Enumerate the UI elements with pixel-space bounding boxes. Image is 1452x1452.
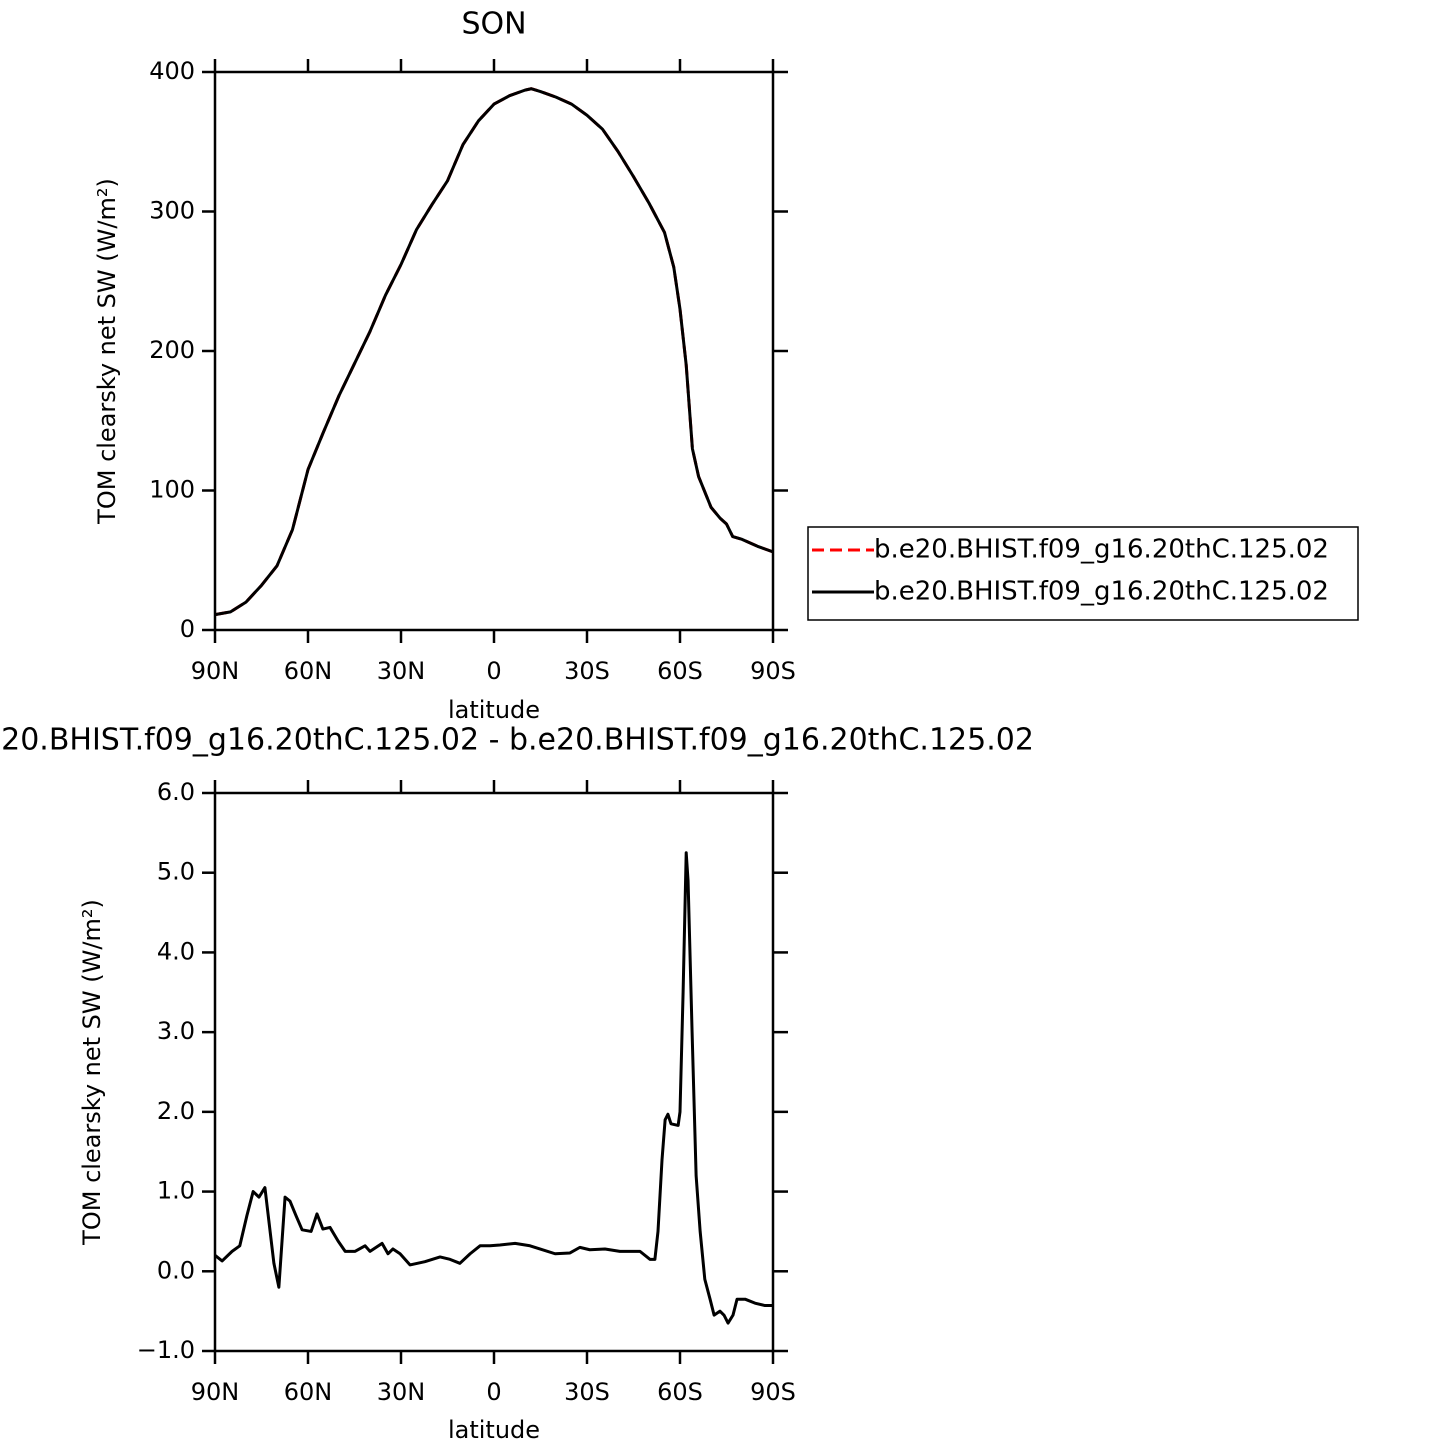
legend-label: b.e20.BHIST.f09_g16.20thC.125.02 (874, 577, 1329, 607)
y-tick-label: 1.0 (157, 1177, 195, 1205)
y-tick-label: 5.0 (157, 858, 195, 886)
x-tick-label: 0 (486, 1378, 501, 1406)
y-tick-label: 400 (149, 57, 195, 85)
y-tick-label: 3.0 (157, 1017, 195, 1045)
y-tick-label: 100 (149, 476, 195, 504)
x-tick-label: 90S (750, 1378, 796, 1406)
legend-label: b.e20.BHIST.f09_g16.20thC.125.02 (874, 535, 1329, 565)
y-tick-label: 4.0 (157, 937, 195, 965)
legend-box (807, 526, 1359, 621)
chart-title: b.e20.BHIST.f09_g16.20thC.125.02 - b.e20… (0, 723, 1034, 758)
y-axis-label: TOM clearsky net SW (W/m²) (78, 899, 106, 1246)
chart-title: SON (461, 7, 526, 42)
x-tick-label: 60N (284, 1378, 333, 1406)
data-line (214, 87, 774, 617)
x-tick-label: 60S (657, 657, 703, 685)
y-tick-label: 6.0 (157, 778, 195, 806)
y-tick-label: 0 (180, 615, 195, 643)
y-tick-label: 200 (149, 336, 195, 364)
x-tick-label: 30N (377, 657, 426, 685)
x-tick-label: 60N (284, 657, 333, 685)
data-line (214, 851, 773, 1325)
x-axis-label: latitude (448, 696, 540, 724)
x-tick-label: 30N (377, 1378, 426, 1406)
x-tick-label: 90S (750, 657, 796, 685)
x-tick-label: 90N (191, 1378, 240, 1406)
y-axis-label: TOM clearsky net SW (W/m²) (93, 178, 121, 525)
x-axis-label: latitude (448, 1416, 540, 1444)
y-tick-label: −1.0 (137, 1336, 195, 1364)
x-tick-label: 30S (564, 1378, 610, 1406)
x-tick-label: 90N (191, 657, 240, 685)
data-line (214, 87, 774, 617)
y-tick-label: 300 (149, 197, 195, 225)
plot-frame (213, 70, 775, 632)
y-tick-label: 0.0 (157, 1256, 195, 1284)
x-tick-label: 0 (486, 657, 501, 685)
x-tick-label: 30S (564, 657, 610, 685)
plot-frame (213, 791, 775, 1353)
y-tick-label: 2.0 (157, 1097, 195, 1125)
x-tick-label: 60S (657, 1378, 703, 1406)
